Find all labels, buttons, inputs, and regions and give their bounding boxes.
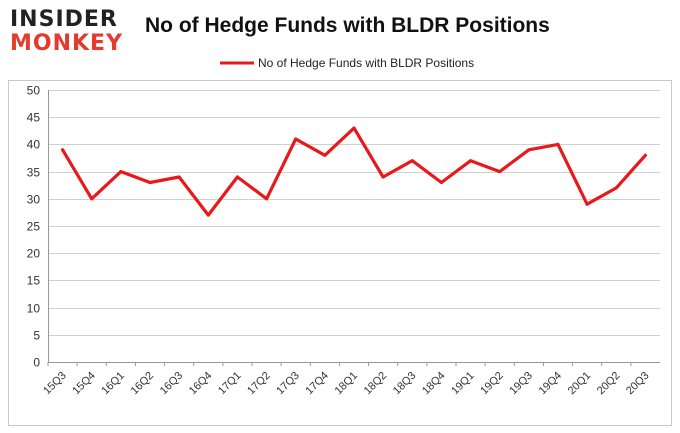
- data-point: [439, 180, 443, 184]
- series-line: [60, 126, 648, 217]
- x-tick-label: 19Q3: [507, 370, 535, 398]
- data-point: [294, 137, 298, 141]
- x-tick-label: 19Q4: [537, 370, 565, 398]
- logo-line-2: MONKEY: [10, 31, 124, 56]
- data-point: [265, 197, 269, 201]
- x-tick-label: 20Q2: [595, 370, 623, 398]
- x-tick-label: 17Q4: [303, 370, 331, 398]
- x-tick-label: 17Q3: [274, 370, 302, 398]
- chart-outer-border: [8, 80, 672, 426]
- x-tick-label: 15Q3: [41, 370, 69, 398]
- x-tick-label: 19Q2: [478, 370, 506, 398]
- x-tick-label: 16Q2: [129, 370, 157, 398]
- y-tick-label: 25: [27, 220, 41, 234]
- data-point: [498, 170, 502, 174]
- y-tick-label: 5: [33, 329, 40, 343]
- x-tick-label: 18Q3: [391, 370, 419, 398]
- y-tick-label: 35: [27, 166, 41, 180]
- x-tick-label: 15Q4: [70, 370, 98, 398]
- legend: No of Hedge Funds with BLDR Positions: [220, 56, 474, 70]
- legend-label: No of Hedge Funds with BLDR Positions: [258, 56, 474, 70]
- data-point: [119, 170, 123, 174]
- data-point: [61, 148, 65, 152]
- data-point: [90, 197, 94, 201]
- data-point: [206, 213, 210, 217]
- y-tick-label: 20: [27, 247, 41, 261]
- data-point: [614, 186, 618, 190]
- data-point: [352, 126, 356, 130]
- x-axis-ticks: 15Q3 15Q4 16Q1 16Q2 16Q3 16Q4 17Q1 17Q2 17Q3 17Q4…: [41, 362, 652, 398]
- plot-area: [60, 126, 648, 217]
- data-point: [556, 142, 560, 146]
- x-tick-label: 16Q3: [158, 370, 186, 398]
- y-axis-ticks: 0 5 10 15 20 25 30 35 40 45 50: [27, 84, 41, 370]
- x-tick-label: 16Q4: [187, 370, 215, 398]
- chart-title: No of Hedge Funds with BLDR Positions: [145, 14, 550, 37]
- data-point: [148, 180, 152, 184]
- x-tick-label: 18Q2: [362, 370, 390, 398]
- y-tick-label: 45: [27, 111, 41, 125]
- x-tick-label: 16Q1: [99, 370, 127, 398]
- data-point: [323, 153, 327, 157]
- insider-monkey-logo: INSIDER MONKEY: [10, 8, 128, 58]
- data-point: [527, 148, 531, 152]
- y-tick-label: 50: [27, 84, 41, 98]
- y-tick-label: 10: [27, 302, 41, 316]
- x-tick-label: 17Q2: [245, 370, 273, 398]
- x-tick-label: 20Q1: [566, 370, 594, 398]
- y-tick-label: 40: [27, 138, 41, 152]
- data-point: [469, 159, 473, 163]
- data-point: [585, 202, 589, 206]
- data-point: [235, 175, 239, 179]
- y-tick-label: 15: [27, 274, 41, 288]
- y-tick-label: 30: [27, 193, 41, 207]
- data-point: [381, 175, 385, 179]
- data-point: [643, 153, 647, 157]
- x-tick-label: 19Q1: [449, 370, 477, 398]
- logo-line-1: INSIDER: [10, 7, 118, 32]
- x-tick-label: 18Q4: [420, 370, 448, 398]
- grid-lines: [48, 90, 660, 363]
- data-point: [177, 175, 181, 179]
- x-tick-label: 17Q1: [216, 370, 244, 398]
- data-point: [410, 159, 414, 163]
- x-tick-label: 18Q1: [333, 370, 361, 398]
- y-tick-label: 0: [33, 356, 40, 370]
- x-tick-label: 20Q3: [624, 370, 652, 398]
